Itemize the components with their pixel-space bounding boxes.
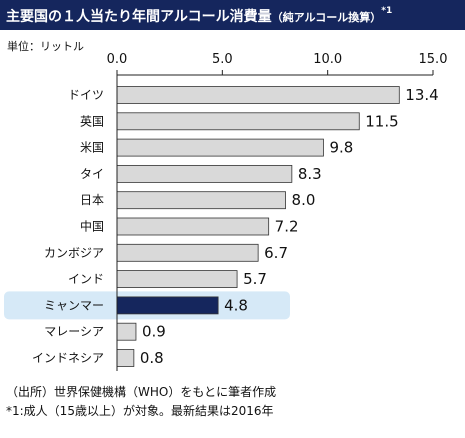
bar (116, 349, 135, 367)
value-label: 11.5 (365, 112, 398, 130)
category-label: 米国 (80, 141, 104, 155)
category-label: ドイツ (68, 88, 104, 102)
bar (116, 243, 259, 262)
category-label: 日本 (80, 193, 104, 207)
value-label: 6.7 (264, 244, 288, 262)
bar (116, 296, 219, 315)
value-label: 5.7 (243, 270, 267, 288)
value-label: 8.3 (298, 165, 322, 183)
value-label: 4.8 (224, 296, 248, 314)
category-label: 英国 (80, 114, 104, 128)
category-label: インド (68, 272, 104, 286)
footnote-source: （出所）世界保健機構（WHO）をもとに筆者作成 (6, 385, 277, 399)
category-label: タイ (80, 167, 104, 181)
bar (116, 86, 400, 104)
x-tick-label: 5.0 (212, 52, 233, 67)
chart-title-bar: 主要国の１人当たり年間アルコール消費量（純アルコール換算）*1 (0, 0, 465, 30)
bar (116, 217, 270, 236)
bar (116, 164, 293, 183)
category-label: カンボジア (44, 246, 104, 260)
value-label: 7.2 (275, 218, 299, 236)
bar (116, 112, 360, 131)
category-label: マレーシア (44, 325, 104, 339)
x-tick-label: 10.0 (313, 52, 342, 67)
chart-title: 主要国の１人当たり年間アルコール消費量 (6, 9, 272, 25)
x-tick-label: 15.0 (419, 52, 448, 67)
value-label: 0.8 (140, 349, 164, 367)
chart-subtitle: （純アルコール換算） (271, 11, 382, 24)
value-label: 0.9 (142, 323, 166, 341)
title-note-mark: *1 (381, 6, 393, 16)
footnotes: （出所）世界保健機構（WHO）をもとに筆者作成 *1:成人（15歳以上）が対象。… (6, 383, 276, 421)
bar (116, 191, 286, 210)
unit-label: 単位：リットル (7, 40, 84, 53)
value-label: 13.4 (405, 86, 438, 104)
bar (116, 270, 238, 289)
category-label: ミャンマー (44, 298, 104, 312)
x-tick-label: 0.0 (107, 52, 128, 67)
bar (116, 138, 324, 157)
category-label: インドネシア (32, 351, 104, 365)
footnote-note: *1:成人（15歳以上）が対象。最新結果は2016年 (6, 404, 274, 418)
value-label: 8.0 (292, 191, 316, 209)
bar (116, 322, 137, 341)
category-label: 中国 (80, 219, 104, 234)
value-label: 9.8 (329, 139, 353, 157)
